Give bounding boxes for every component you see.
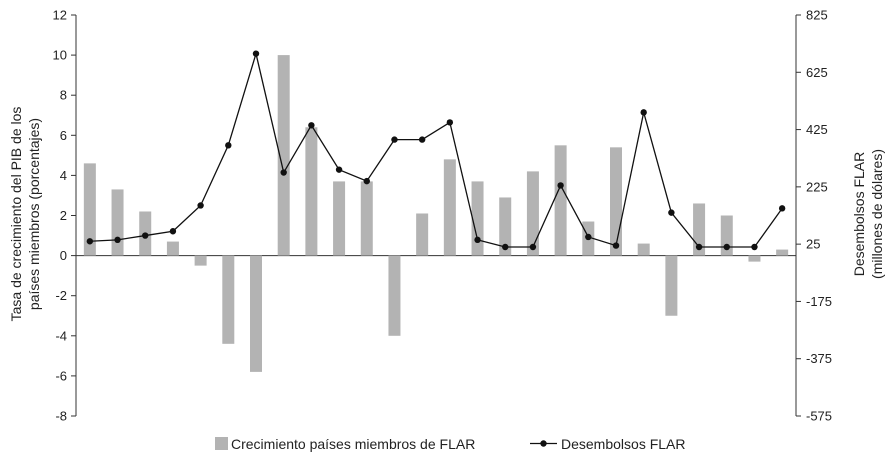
line-point <box>640 109 647 116</box>
right-axis-title-line1: Desembolsos FLAR <box>851 152 867 277</box>
line-group <box>86 50 786 251</box>
bar <box>610 147 622 256</box>
line-point <box>418 136 426 143</box>
left-tick-label: 0 <box>60 248 67 263</box>
line-point <box>695 243 703 251</box>
line-point <box>169 228 177 235</box>
line-point <box>142 232 149 239</box>
left-tick-label: 4 <box>60 168 67 183</box>
legend-line-label: Desembolsos FLAR <box>561 436 686 452</box>
bar <box>360 181 373 256</box>
legend-line-marker <box>540 440 547 447</box>
line-point <box>668 209 675 216</box>
line-point <box>225 142 232 149</box>
bar <box>443 159 456 256</box>
bar <box>416 213 429 256</box>
left-tick-label: 8 <box>60 88 67 103</box>
left-tick-label: -6 <box>55 368 67 383</box>
line-point <box>391 136 398 143</box>
bar <box>720 215 733 256</box>
right-tick-label: -575 <box>806 409 832 424</box>
bar <box>305 127 318 256</box>
bars-group <box>83 55 789 372</box>
line-point <box>502 243 509 251</box>
left-tick-label: 12 <box>53 8 67 23</box>
bar <box>333 181 346 256</box>
bar <box>194 255 207 266</box>
bar <box>748 255 761 262</box>
line-point <box>612 242 620 249</box>
line-point <box>363 177 370 185</box>
bar <box>250 255 262 372</box>
left-axis-title-line2: países miembros (porcentajes) <box>26 118 42 310</box>
line-point <box>308 122 315 129</box>
left-axis-title-line1: Tasa de crecimiento del PIB de los <box>8 107 24 322</box>
line-point <box>751 243 758 251</box>
bar <box>471 181 484 256</box>
bar <box>222 255 235 344</box>
right-axis-title-line2: (millones de dólares) <box>869 149 885 279</box>
right-axis: 825 625 425 225 25 -175 -375 -575 <box>795 8 832 424</box>
right-tick-label: -175 <box>806 294 832 309</box>
line-point <box>585 233 592 241</box>
bar <box>776 249 789 256</box>
line-point <box>778 205 786 212</box>
left-tick-label: -8 <box>55 409 67 424</box>
left-tick-label: -2 <box>55 288 67 303</box>
bar <box>554 145 567 256</box>
series-line <box>89 51 783 248</box>
bar <box>166 241 179 256</box>
line-point <box>86 238 94 245</box>
legend-bar-label: Crecimiento países miembros de FLAR <box>231 436 475 452</box>
line-point <box>280 169 287 176</box>
right-tick-label: 25 <box>806 237 820 252</box>
left-tick-label: -4 <box>55 328 67 343</box>
line-point <box>474 236 481 244</box>
line-point <box>197 202 204 209</box>
line-point <box>335 166 343 173</box>
left-tick-label: 10 <box>53 48 67 63</box>
right-tick-label: 225 <box>806 179 828 194</box>
left-tick-label: 6 <box>60 128 67 143</box>
bar <box>388 255 401 336</box>
line-point <box>114 236 121 244</box>
right-tick-label: 625 <box>806 65 828 80</box>
right-tick-label: 425 <box>806 122 828 137</box>
bar <box>277 55 290 256</box>
right-tick-label: -375 <box>806 351 832 366</box>
left-tick-label: 2 <box>60 208 67 223</box>
bar <box>499 197 512 256</box>
bar <box>665 255 678 316</box>
left-axis: 12 10 8 6 4 2 0 -2 -4 -6 -8 <box>53 8 77 424</box>
bar <box>526 171 539 256</box>
line-point <box>557 182 564 189</box>
legend-bar-swatch <box>215 437 228 450</box>
legend: Crecimiento países miembros de FLAR Dese… <box>215 436 686 452</box>
bar <box>111 189 124 256</box>
line-point <box>723 243 730 251</box>
right-tick-label: 825 <box>806 8 828 23</box>
line-point <box>446 119 454 126</box>
bar <box>637 243 650 256</box>
line-point <box>529 243 537 251</box>
line-point <box>252 50 260 57</box>
bar <box>83 163 96 256</box>
